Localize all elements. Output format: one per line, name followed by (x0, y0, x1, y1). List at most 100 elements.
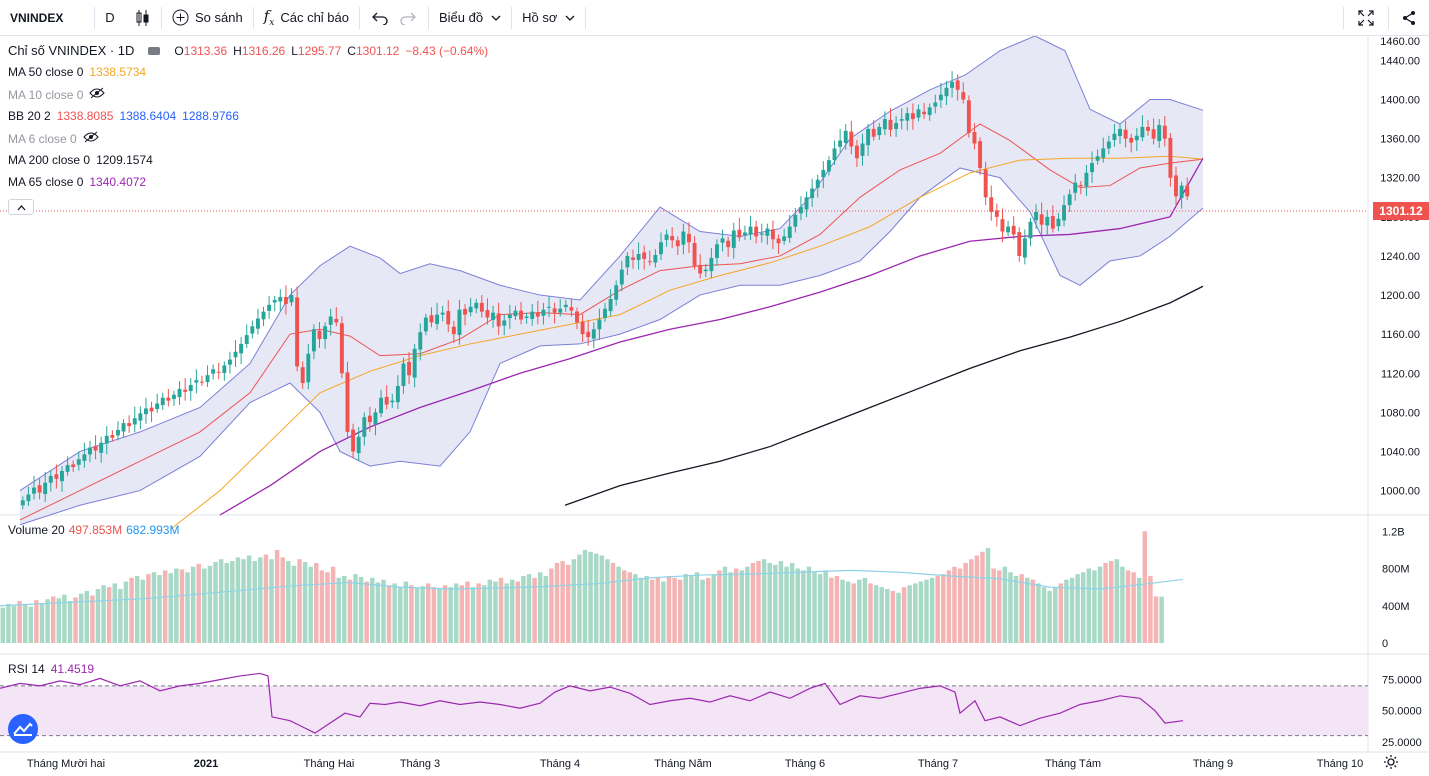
candle-body (1073, 182, 1078, 193)
collapse-legend-button[interactable] (8, 199, 34, 215)
volume-bar (739, 570, 744, 643)
volume-bar (554, 562, 560, 643)
legend-ma50[interactable]: MA 50 close 0 1338.5734 (8, 65, 146, 79)
legend-rsi[interactable]: RSI 14 41.4519 (8, 662, 94, 676)
candle-body (183, 389, 188, 392)
candle-body (519, 310, 523, 320)
candle-body (227, 359, 232, 365)
candle-body (1179, 185, 1184, 198)
volume-bar (22, 604, 28, 643)
hidden-eye-icon[interactable] (83, 131, 99, 146)
candle-body (1146, 126, 1150, 131)
volume-bar (896, 592, 901, 643)
volume-bar (700, 579, 705, 643)
volume-bar (1125, 570, 1131, 643)
volume-bar (342, 575, 347, 643)
volume-bar (314, 562, 319, 643)
volume-bar (330, 566, 336, 643)
volume-bar (95, 589, 101, 643)
price-tick-label: 1200.00 (1380, 290, 1420, 302)
volume-bar (73, 597, 78, 643)
undo-button[interactable] (360, 0, 394, 36)
price-axis[interactable]: 1460.001440.001400.001360.001320.001280.… (1380, 36, 1420, 498)
volume-value: 497.853M (68, 523, 123, 537)
volume-bar (106, 587, 112, 643)
ohlc-high: 1316.26 (241, 43, 286, 58)
candle-body (289, 295, 294, 303)
fullscreen-button[interactable] (1344, 0, 1388, 36)
toolbar-divider (359, 6, 360, 29)
legend-ma10[interactable]: MA 10 close 0 (8, 87, 106, 102)
settings-gear-icon[interactable] (1383, 754, 1399, 775)
tradingview-logo[interactable] (8, 714, 38, 744)
time-tick-label: Tháng Mười hai (27, 758, 105, 770)
volume-bar (11, 605, 17, 643)
legend-volume[interactable]: Volume 20 497.853M 682.993M (8, 523, 179, 537)
volume-bar (521, 575, 526, 643)
legend-ma200[interactable]: MA 200 close 0 1209.1574 (8, 153, 153, 167)
rsi-pane: 75.0000 50.0000 25.0000 (0, 672, 1422, 749)
rsi-band-fill (0, 685, 1368, 736)
bb-basis-value: 1338.8085 (56, 109, 114, 123)
candle-body (1151, 129, 1156, 139)
chart-type-menu[interactable]: Biểu đồ (429, 0, 511, 36)
redo-button[interactable] (394, 0, 428, 36)
volume-bar (526, 574, 532, 643)
price-tick-label: 1240.00 (1380, 251, 1420, 263)
toolbar-divider (511, 6, 513, 29)
candle-body (910, 113, 915, 120)
volume-bar (722, 566, 728, 643)
share-button[interactable] (1389, 0, 1429, 36)
candle-body (272, 299, 277, 303)
volume-bar (1075, 574, 1080, 643)
legend-ma6[interactable]: MA 6 close 0 (8, 131, 99, 146)
volume-bar (588, 551, 593, 643)
candle-body (345, 372, 350, 432)
legend-title[interactable]: Chỉ số VNINDEX · 1D (8, 43, 135, 58)
candle-body (211, 369, 216, 374)
volume-bar (621, 570, 627, 643)
volume-bar (677, 579, 683, 643)
volume-bar (745, 566, 750, 643)
volume-bar (840, 579, 845, 643)
more-icon[interactable] (148, 46, 161, 55)
candle-body (1050, 216, 1055, 229)
candle-body (82, 454, 87, 461)
volume-bar (666, 575, 672, 643)
ma6-label: MA 6 close 0 (8, 131, 77, 146)
chart-canvas[interactable]: 1460.001440.001400.001360.001320.001280.… (0, 36, 1429, 776)
volume-bar (252, 561, 257, 643)
time-axis[interactable]: Tháng Mười hai 2021 Tháng Hai Tháng 3 Tháng … (27, 758, 1363, 770)
candle-body (938, 94, 943, 101)
volume-bar (929, 577, 935, 643)
candle-body (815, 179, 820, 188)
profile-menu[interactable]: Hồ sơ (512, 0, 585, 36)
volume-bar (985, 548, 991, 643)
volume-bar (146, 574, 151, 643)
volume-bar (974, 555, 980, 643)
bar-style-button[interactable] (125, 0, 161, 36)
volume-bar (134, 575, 140, 643)
candle-body (950, 81, 955, 88)
volume-bar (302, 562, 308, 643)
symbol-search[interactable]: VNINDEX (10, 10, 64, 25)
price-tick-label: 1120.00 (1381, 368, 1420, 380)
volume-bar (644, 575, 649, 643)
hidden-eye-icon[interactable] (89, 87, 106, 102)
legend-bb[interactable]: BB 20 2 1338.8085 1388.6404 1288.9766 (8, 109, 239, 123)
volume-bar (1058, 583, 1064, 643)
candle-body (239, 343, 244, 354)
compare-button[interactable]: So sánh (162, 0, 253, 36)
volume-bar (1008, 572, 1013, 643)
candle-body (1022, 238, 1027, 258)
candle-body (43, 482, 48, 495)
volume-bar (78, 593, 84, 643)
candle-body (631, 257, 635, 260)
volume-bar (241, 559, 246, 643)
legend-ma65[interactable]: MA 65 close 0 1340.4072 (8, 175, 146, 189)
candle-body (1028, 221, 1033, 239)
interval-button[interactable]: D (105, 10, 115, 25)
indicators-button[interactable]: fx Các chỉ báo (254, 0, 359, 36)
candle-body (401, 363, 406, 386)
ohlc-l-label: L (291, 43, 298, 58)
